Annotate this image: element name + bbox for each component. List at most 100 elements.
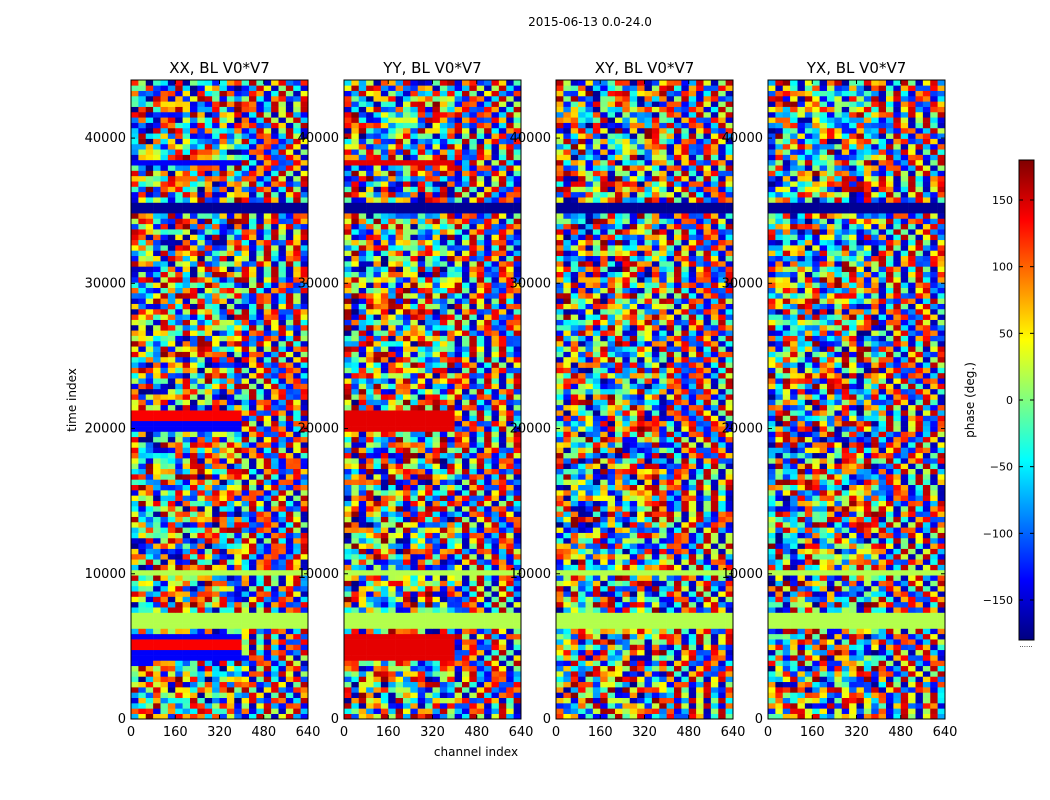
heatmap-cell	[263, 713, 272, 720]
heatmap-cell	[219, 282, 228, 288]
heatmap-cell	[204, 697, 213, 704]
heatmap-cell	[285, 186, 294, 193]
heatmap-cell	[432, 676, 441, 683]
heatmap-cell	[153, 181, 161, 187]
heatmap-cell	[182, 319, 191, 326]
heatmap-cell	[263, 271, 272, 278]
heatmap-cell	[285, 628, 294, 635]
heatmap-cell	[182, 452, 191, 459]
heatmap-cell	[498, 681, 507, 688]
heatmap-cell	[484, 543, 492, 549]
heatmap-cell	[256, 319, 265, 326]
heatmap-cell	[417, 596, 426, 603]
heatmap-cell	[344, 420, 352, 427]
heatmap-cell	[153, 319, 161, 326]
heatmap-cell	[153, 223, 161, 230]
heatmap-cell	[249, 431, 257, 438]
heatmap-cell	[131, 585, 139, 592]
heatmap-cell	[432, 266, 441, 273]
heatmap-cell	[373, 527, 382, 533]
heatmap-cell	[351, 527, 360, 533]
heatmap-cell	[263, 703, 272, 709]
heatmap-cell	[212, 143, 220, 150]
heatmap-cell	[380, 410, 389, 416]
heatmap-cell	[351, 367, 360, 374]
heatmap-cell	[344, 580, 352, 587]
heatmap-cell	[366, 356, 374, 363]
heatmap-cell	[373, 346, 382, 352]
heatmap-cell	[403, 537, 411, 544]
heatmap-cell	[373, 537, 382, 544]
heatmap-cell	[197, 500, 206, 507]
heatmap-cell	[160, 85, 169, 91]
heatmap-cell	[388, 708, 396, 714]
heatmap-cell	[388, 623, 396, 629]
heatmap-cell	[175, 436, 183, 443]
heatmap-cell	[153, 442, 161, 448]
heatmap-cell	[358, 532, 367, 539]
heatmap-cell	[373, 628, 382, 635]
heatmap-cell	[249, 165, 257, 171]
heatmap-cell	[145, 644, 154, 651]
heatmap-cell	[167, 628, 176, 635]
heatmap-cell	[410, 575, 419, 581]
heatmap-cell	[344, 335, 352, 342]
heatmap-cell	[167, 324, 176, 331]
heatmap-cell	[484, 442, 492, 448]
heatmap-cell	[373, 319, 382, 326]
heatmap-cell	[344, 388, 352, 395]
heatmap-cell	[197, 133, 206, 139]
heatmap-cell	[160, 703, 169, 709]
heatmap-cell	[160, 442, 169, 448]
heatmap-cell	[131, 644, 139, 651]
heatmap-cell	[300, 202, 309, 209]
heatmap-cell	[138, 532, 147, 539]
heatmap-cell	[410, 282, 419, 288]
heatmap-cell	[167, 277, 176, 283]
heatmap-cell	[160, 612, 169, 619]
heatmap-cell	[263, 308, 272, 315]
heatmap-cell	[380, 559, 389, 565]
heatmap-cell	[417, 543, 426, 549]
heatmap-cell	[249, 229, 257, 235]
heatmap-cell	[175, 239, 183, 246]
heatmap-cell	[249, 340, 257, 347]
heatmap-cell	[469, 532, 478, 539]
heatmap-cell	[212, 607, 220, 613]
heatmap-cell	[278, 138, 287, 145]
heatmap-cell	[403, 687, 411, 693]
heatmap-cell	[447, 404, 455, 411]
heatmap-cell	[491, 575, 500, 581]
heatmap-cell	[249, 623, 257, 629]
heatmap-cell	[439, 356, 448, 363]
heatmap-cell	[344, 367, 352, 374]
heatmap-cell	[212, 181, 220, 187]
heatmap-cell	[167, 612, 176, 619]
heatmap-cell	[138, 298, 147, 304]
heatmap-cell	[462, 628, 470, 635]
heatmap-cell	[160, 553, 169, 560]
heatmap-cell	[417, 681, 426, 688]
heatmap-cell	[513, 553, 522, 560]
heatmap-cell	[293, 681, 301, 688]
heatmap-cell	[145, 383, 154, 390]
heatmap-cell	[439, 633, 448, 640]
heatmap-cell	[380, 623, 389, 629]
heatmap-cell	[403, 585, 411, 592]
heatmap-cell	[476, 516, 485, 523]
heatmap-cell	[190, 229, 198, 235]
heatmap-cell	[197, 117, 206, 123]
heatmap-cell	[271, 511, 279, 517]
heatmap-cell	[263, 548, 272, 555]
heatmap-cell	[175, 537, 183, 544]
heatmap-cell	[358, 261, 367, 267]
heatmap-cell	[182, 553, 191, 560]
heatmap-cell	[506, 601, 514, 608]
heatmap-cell	[403, 484, 411, 491]
heatmap-cell	[190, 388, 198, 395]
heatmap-cell	[131, 394, 139, 400]
heatmap-cell	[285, 569, 294, 576]
heatmap-cell	[145, 324, 154, 331]
heatmap-cell	[234, 293, 242, 299]
heatmap-cell	[138, 191, 147, 198]
